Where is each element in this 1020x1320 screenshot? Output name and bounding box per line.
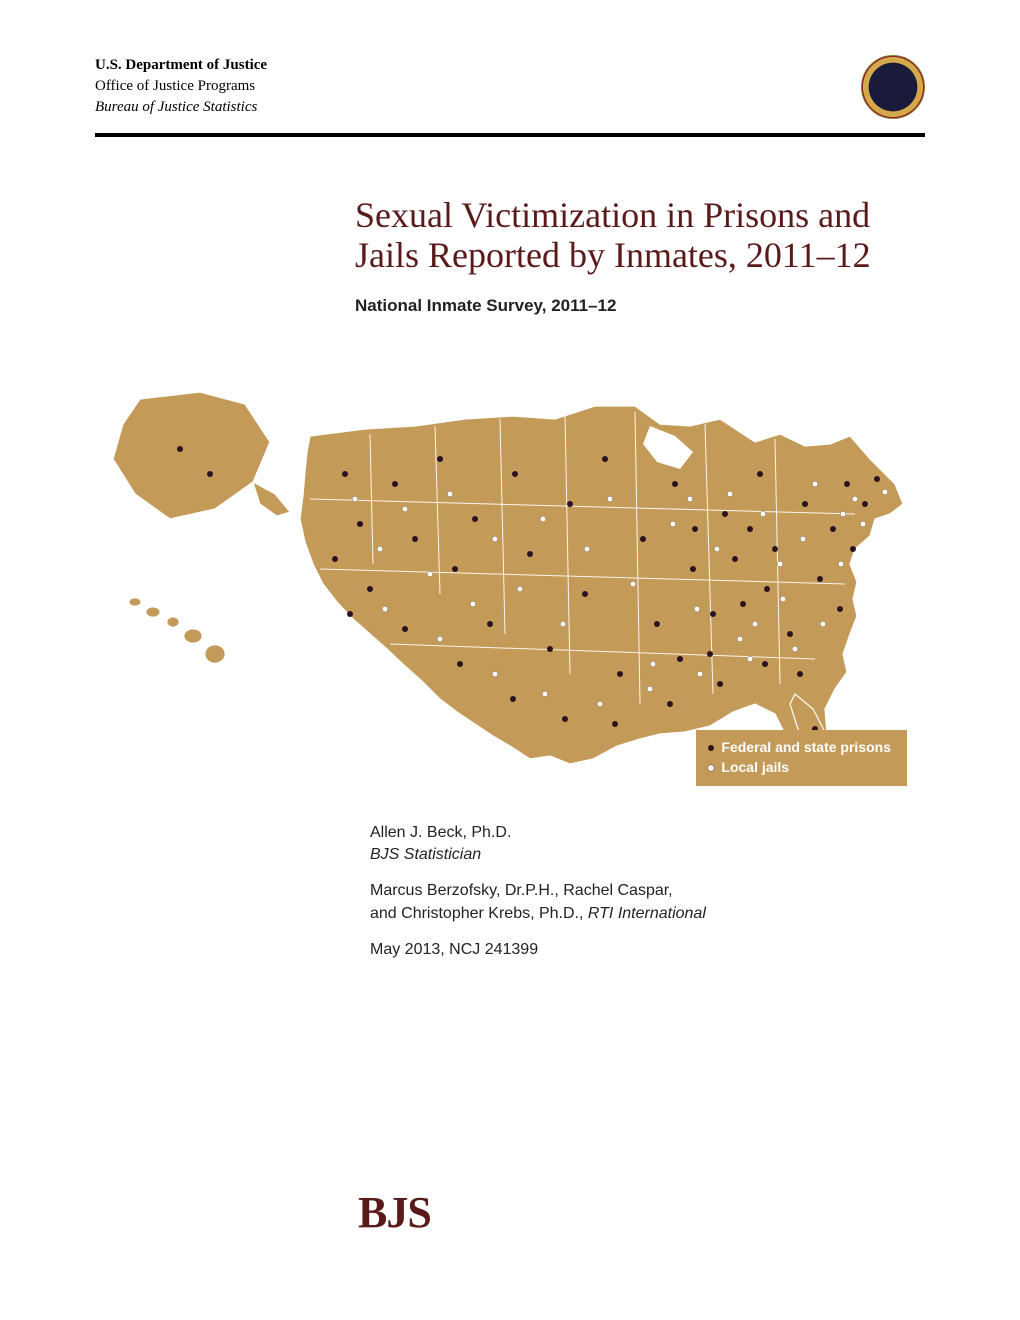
- alaska-tail: [253, 482, 290, 516]
- author-block: Allen J. Beck, Ph.D. BJS Statistician Ma…: [370, 822, 925, 962]
- author-2-org: RTI International: [588, 905, 706, 922]
- doj-seal-icon: [861, 55, 925, 119]
- legend-prisons: Federal and state prisons: [708, 738, 891, 758]
- author-2-line2: and Christopher Krebs, Ph.D., RTI Intern…: [370, 903, 925, 925]
- author-1-role: BJS Statistician: [370, 844, 925, 866]
- horizontal-rule: [95, 133, 925, 137]
- legend-dot-light-icon: [708, 765, 714, 771]
- author-2: Marcus Berzofsky, Dr.P.H., Rachel Caspar…: [370, 880, 925, 925]
- agency-block: U.S. Department of Justice Office of Jus…: [95, 55, 267, 118]
- bjs-logo: BJS: [358, 1187, 431, 1238]
- us-map: Federal and state prisons Local jails: [95, 364, 925, 794]
- report-title: Sexual Victimization in Prisons and Jail…: [355, 195, 925, 276]
- office-line: Office of Justice Programs: [95, 76, 267, 97]
- legend-jails: Local jails: [708, 758, 891, 778]
- legend-label-2: Local jails: [721, 758, 789, 778]
- author-1-name: Allen J. Beck, Ph.D.: [370, 822, 925, 844]
- alaska: [113, 392, 270, 519]
- department-line: U.S. Department of Justice: [95, 55, 267, 76]
- hawaii: [129, 598, 225, 663]
- author-1: Allen J. Beck, Ph.D. BJS Statistician: [370, 822, 925, 867]
- map-legend: Federal and state prisons Local jails: [696, 730, 907, 785]
- author-2-prefix: and Christopher Krebs, Ph.D.,: [370, 905, 588, 922]
- publication-info: May 2013, NCJ 241399: [370, 939, 925, 961]
- title-block: Sexual Victimization in Prisons and Jail…: [355, 195, 925, 316]
- map-svg: [95, 364, 925, 794]
- legend-label-1: Federal and state prisons: [721, 738, 891, 758]
- legend-dot-dark-icon: [708, 745, 714, 751]
- report-subtitle: National Inmate Survey, 2011–12: [355, 296, 925, 316]
- author-2-line1: Marcus Berzofsky, Dr.P.H., Rachel Caspar…: [370, 880, 925, 902]
- report-header: U.S. Department of Justice Office of Jus…: [95, 55, 925, 119]
- bureau-line: Bureau of Justice Statistics: [95, 97, 267, 118]
